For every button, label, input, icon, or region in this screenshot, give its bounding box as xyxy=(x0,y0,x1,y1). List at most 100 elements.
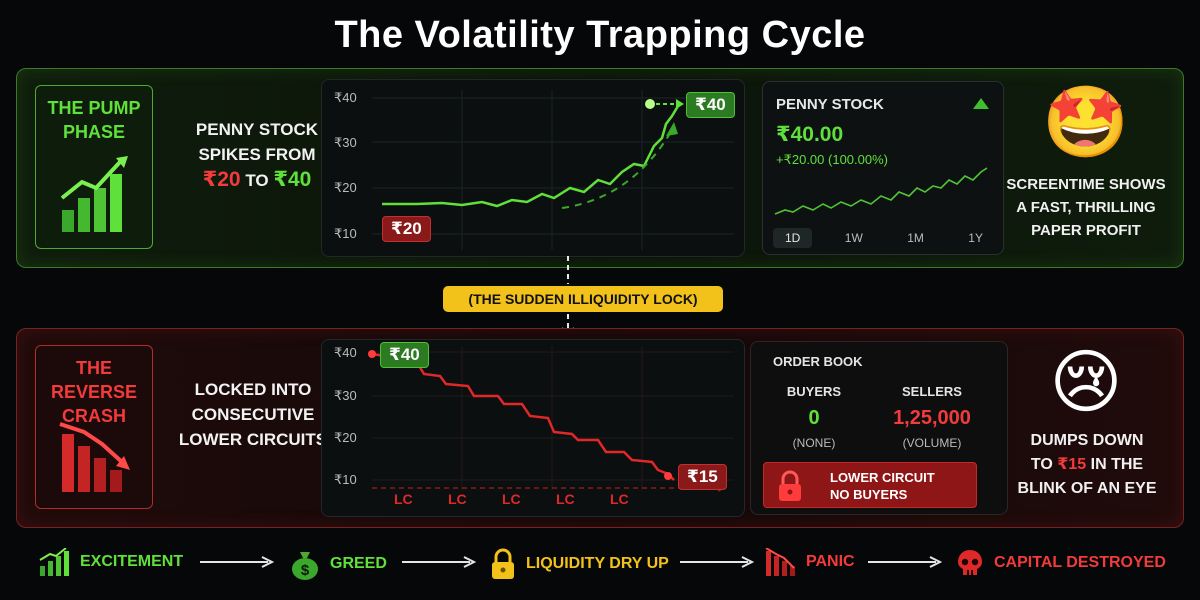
sellers-column: SELLERS 1,25,000 (VOLUME) xyxy=(877,384,987,450)
crash-side-prefix: TO xyxy=(1030,456,1053,473)
padlock-icon xyxy=(492,548,514,579)
flow-step-label: CAPITAL DESTROYED xyxy=(994,554,1166,571)
falling-bars-icon xyxy=(59,422,130,492)
timeframe-1w[interactable]: 1W xyxy=(844,231,863,245)
rising-chart-icon xyxy=(39,548,69,576)
svg-text:$: $ xyxy=(301,562,310,579)
buyers-value: 0 xyxy=(808,407,820,429)
pump-side-text: SCREENTIME SHOWS A FAST, THRILLING PAPER… xyxy=(1001,173,1171,242)
lc-label-1: LC xyxy=(394,491,413,507)
lc-label-4: LC xyxy=(556,491,575,507)
pump-side-line2: A FAST, THRILLING xyxy=(1016,199,1156,216)
crash-desc-line1: LOCKED INTO xyxy=(194,380,312,399)
flow-arrow-1 xyxy=(200,556,275,568)
pump-side-line1: SCREENTIME SHOWS xyxy=(1006,176,1166,193)
pump-desc-line3: ₹20 TO ₹40 xyxy=(173,167,341,193)
crash-side-suffix: IN THE xyxy=(1090,456,1144,473)
crash-chart-svg: ₹40 ₹30 ₹20 ₹10 LC LC LC LC LC xyxy=(334,345,734,507)
crash-side-text: DUMPS DOWN TO ₹15 IN THE BLINK OF AN EYE xyxy=(1007,429,1167,501)
crash-price-line xyxy=(371,352,675,481)
crash-end-label: ₹15 xyxy=(678,464,727,490)
money-bag-icon: $ xyxy=(292,552,318,580)
crash-ytick-40: ₹40 xyxy=(334,345,357,360)
lc-label-2: LC xyxy=(448,491,467,507)
crash-start-dot xyxy=(368,350,376,358)
order-book-card: ORDER BOOK BUYERS 0 (NONE) SELLERS 1,25,… xyxy=(750,341,1008,515)
star-eyes-emoji-icon: 🤩 xyxy=(1042,83,1130,161)
crying-face-emoji-icon: 😢 xyxy=(1049,343,1123,421)
crash-phase-box: THE REVERSE CRASH xyxy=(35,345,153,509)
flow-arrow-3 xyxy=(680,556,755,568)
pump-chart-svg: ₹40 ₹30 ₹20 ₹10 xyxy=(334,90,734,250)
pump-description: PENNY STOCK SPIKES FROM ₹20 TO ₹40 xyxy=(173,117,341,193)
buyers-label: BUYERS xyxy=(786,384,842,399)
page-title: The Volatility Trapping Cycle xyxy=(334,14,866,56)
pump-price-line xyxy=(382,105,680,208)
lower-circuit-banner: LOWER CIRCUIT NO BUYERS xyxy=(763,462,977,508)
crash-description: LOCKED INTO CONSECUTIVE LOWER CIRCUITS xyxy=(165,377,341,452)
stock-ticker-card: PENNY STOCK ₹40.00 +₹20.00 (100.00%) 1D … xyxy=(762,81,1004,255)
lower-circuit-line1: LOWER CIRCUIT xyxy=(830,470,935,485)
pump-trend-dashed-arrow xyxy=(561,129,673,209)
flow-step-greed: $ GREED xyxy=(290,548,387,580)
pump-ytick-30: ₹30 xyxy=(334,135,357,150)
crash-phase-title-line1: THE REVERSE xyxy=(50,358,138,402)
crash-phase-panel: THE REVERSE CRASH LOCKED INTO CONSECUTIV… xyxy=(16,328,1184,528)
buyers-column: BUYERS 0 (NONE) xyxy=(759,384,869,450)
sellers-sub: (VOLUME) xyxy=(902,436,962,450)
pump-desc-to: ₹40 xyxy=(273,168,312,191)
pump-desc-to-word: TO xyxy=(245,171,269,190)
flow-step-liquidity: LIQUIDITY DRY UP xyxy=(490,548,669,580)
flow-step-excitement: EXCITEMENT xyxy=(38,548,183,576)
flow-step-panic: PANIC xyxy=(764,548,855,576)
crash-ytick-10: ₹10 xyxy=(334,472,357,487)
pump-ytick-40: ₹40 xyxy=(334,90,357,105)
stock-price: ₹40.00 xyxy=(776,123,844,146)
order-book-title: ORDER BOOK xyxy=(773,354,863,369)
crash-phase-title-line2: CRASH xyxy=(61,406,126,426)
stock-change: +₹20.00 (100.00%) xyxy=(776,152,888,167)
pump-price-chart: ₹40 ₹30 ₹20 ₹10 ₹20 ₹40 xyxy=(321,79,745,257)
crash-side-line1: DUMPS DOWN xyxy=(1030,432,1144,449)
timeframe-1y[interactable]: 1Y xyxy=(968,231,983,245)
crash-side-line2: TO ₹15 IN THE xyxy=(1007,453,1167,477)
pump-phase-box: THE PUMP PHASE xyxy=(35,85,153,249)
pump-phase-title-line1: THE PUMP xyxy=(47,98,141,118)
stock-sparkline xyxy=(774,167,988,215)
crash-end-dot xyxy=(664,472,672,480)
crash-side-value: ₹15 xyxy=(1057,456,1087,473)
crash-desc-line2: CONSECUTIVE xyxy=(191,405,315,424)
crash-ytick-30: ₹30 xyxy=(334,388,357,403)
pump-side-line3: PAPER PROFIT xyxy=(1031,222,1141,239)
flow-arrow-4 xyxy=(868,556,943,568)
pump-end-label: ₹40 xyxy=(686,92,735,118)
crash-desc-line3: LOWER CIRCUITS xyxy=(178,430,328,449)
lc-label-5: LC xyxy=(610,491,629,507)
pump-start-label: ₹20 xyxy=(382,216,431,242)
pump-phase-panel: THE PUMP PHASE PENNY STOCK SPIKES FROM ₹… xyxy=(16,68,1184,268)
falling-chart-icon xyxy=(765,548,795,576)
pump-ytick-10: ₹10 xyxy=(334,226,357,241)
timeframe-1m[interactable]: 1M xyxy=(907,231,924,245)
lower-circuit-text: LOWER CIRCUIT NO BUYERS xyxy=(830,469,935,503)
buyers-sub: (NONE) xyxy=(792,436,836,450)
timeframe-1d[interactable]: 1D xyxy=(773,228,813,248)
crash-price-chart: ₹40 ₹30 ₹20 ₹10 LC LC LC LC LC ₹40 ₹15 xyxy=(321,339,745,517)
lock-icon xyxy=(779,470,801,501)
pump-desc-from: ₹20 xyxy=(202,168,241,191)
pump-phase-title-line2: PHASE xyxy=(62,122,125,142)
flow-arrow-2 xyxy=(402,556,477,568)
price-up-icon xyxy=(973,98,989,109)
crash-side-line3: BLINK OF AN EYE xyxy=(1017,480,1157,497)
pump-trend-arrowhead xyxy=(666,122,678,136)
emotion-flow-strip: EXCITEMENT $ GREED LIQUIDITY DRY UP PANI… xyxy=(0,540,1200,586)
flow-step-label: GREED xyxy=(330,555,387,572)
lower-circuit-line2: NO BUYERS xyxy=(830,487,908,502)
stock-name: PENNY STOCK xyxy=(776,96,884,113)
flow-step-label: PANIC xyxy=(806,553,855,570)
crash-ytick-20: ₹20 xyxy=(334,430,357,445)
skull-icon xyxy=(958,550,982,575)
flow-step-capital-destroyed: CAPITAL DESTROYED xyxy=(956,548,1166,578)
pump-ytick-20: ₹20 xyxy=(334,180,357,195)
sellers-label: SELLERS xyxy=(902,384,962,399)
